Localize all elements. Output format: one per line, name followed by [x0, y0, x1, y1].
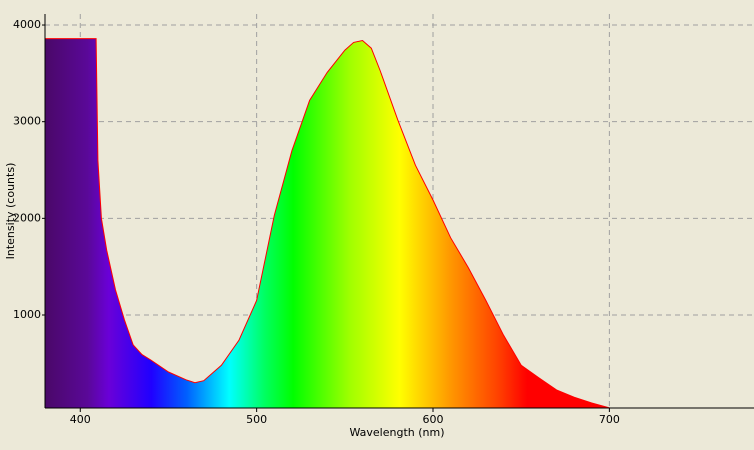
x-tick-label: 400 — [70, 413, 91, 426]
y-tick-label: 2000 — [13, 211, 41, 224]
x-axis-title: Wavelength (nm) — [349, 426, 444, 439]
y-tick-label: 3000 — [13, 115, 41, 128]
x-tick-label: 500 — [246, 413, 267, 426]
y-axis-title: Intensity (counts) — [4, 163, 17, 260]
spectrum-line — [45, 38, 610, 409]
y-tick-label: 4000 — [13, 18, 41, 31]
x-tick-label: 700 — [599, 413, 620, 426]
y-tick-label: 1000 — [13, 308, 41, 321]
x-tick-label: 600 — [423, 413, 444, 426]
spectrum-area — [45, 38, 610, 408]
